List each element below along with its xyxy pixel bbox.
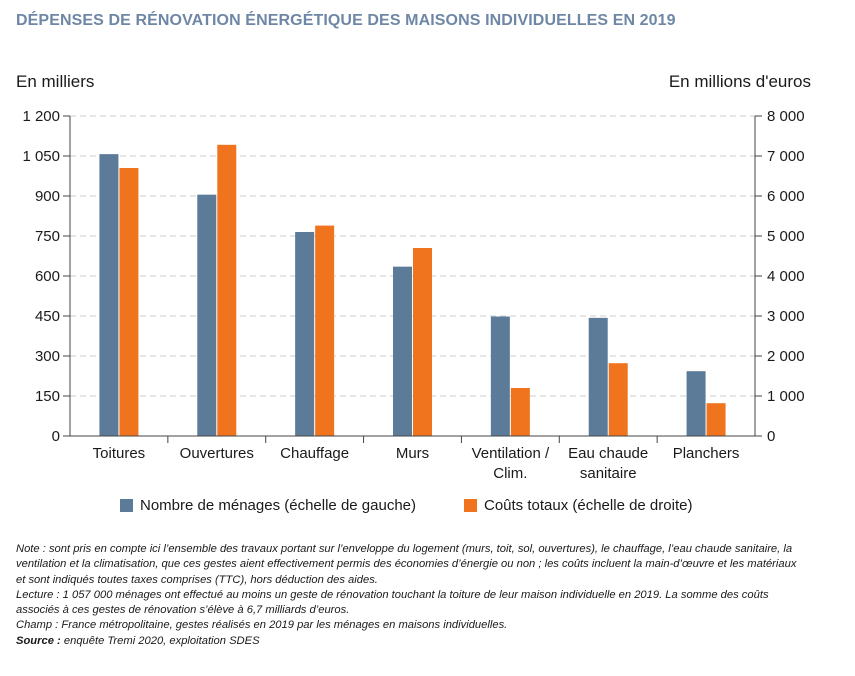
axes <box>69 116 756 443</box>
category-label: Ventilation / Clim. <box>472 445 550 482</box>
right-tick-label: 4 000 <box>767 268 805 285</box>
left-tick-label: 1 050 <box>22 148 60 165</box>
bar-costs <box>608 363 628 436</box>
right-tick-label: 3 000 <box>767 308 805 325</box>
bar-chart: 0 150 300 450 600 750 900 1 050 1 200 0 1 000 2 00… <box>22 108 805 482</box>
right-axis-ticks: 0 1 000 2 000 3 000 4 000 5 000 6 000 7 000 8 00… <box>755 108 805 445</box>
bar-costs <box>510 388 530 436</box>
source-label: Source : <box>16 634 61 647</box>
left-tick-label: 1 200 <box>22 108 60 125</box>
bar-costs <box>315 225 335 436</box>
legend-swatch-costs <box>464 499 477 512</box>
right-tick-label: 7 000 <box>767 148 805 165</box>
bar-costs <box>119 168 139 436</box>
bar-households <box>588 317 608 436</box>
left-tick-label: 450 <box>35 308 60 325</box>
category-label-line: Eau chaude <box>568 445 648 462</box>
category-label: Planchers <box>673 445 740 462</box>
bar-households <box>295 232 315 436</box>
source-line: Source : enquête Tremi 2020, exploitatio… <box>16 634 806 649</box>
left-tick-label: 0 <box>52 428 60 445</box>
category-label-line: sanitaire <box>580 465 637 482</box>
category-label: Murs <box>396 445 429 462</box>
right-tick-label: 0 <box>767 428 775 445</box>
right-tick-label: 2 000 <box>767 348 805 365</box>
category-label-line: Ouvertures <box>180 445 254 462</box>
bar-households <box>197 194 217 436</box>
bar-costs <box>413 248 432 436</box>
category-label: Ouvertures <box>180 445 254 462</box>
legend-label-households: Nombre de ménages (échelle de gauche) <box>140 497 416 514</box>
bar-households <box>99 154 119 436</box>
category-label: Eau chaude sanitaire <box>568 445 648 482</box>
gridlines <box>70 115 755 397</box>
legend-swatch-households <box>120 499 133 512</box>
left-tick-label: 750 <box>35 228 60 245</box>
bars <box>99 144 726 437</box>
category-label: Toitures <box>93 445 146 462</box>
category-label-line: Murs <box>396 445 429 462</box>
right-axis-label: En millions d'euros <box>668 72 811 91</box>
bar-costs <box>217 144 237 437</box>
category-label-line: Toitures <box>93 445 146 462</box>
note-text: Note : sont pris en compte ici l’ensembl… <box>16 543 797 586</box>
bar-households <box>490 316 510 436</box>
legend-item-costs: Coûts totaux (échelle de droite) <box>464 497 692 514</box>
bar-costs <box>706 403 726 436</box>
right-tick-label: 1 000 <box>767 388 805 405</box>
source-text: enquête Tremi 2020, exploitation SDES <box>60 634 260 647</box>
bar-households <box>686 371 706 436</box>
legend-item-households: Nombre de ménages (échelle de gauche) <box>120 497 416 514</box>
champ-text: Champ : France métropolitaine, gestes ré… <box>16 619 508 632</box>
category-labels: Toitures Ouvertures Chauffage Murs Ventilati… <box>93 445 740 482</box>
category-label-line: Chauffage <box>280 445 349 462</box>
left-tick-label: 900 <box>35 188 60 205</box>
left-tick-label: 300 <box>35 348 60 365</box>
left-axis-label: En milliers <box>16 72 95 91</box>
left-tick-label: 150 <box>35 388 60 405</box>
chart-title: DÉPENSES DE RÉNOVATION ÉNERGÉTIQUE DES M… <box>16 12 676 29</box>
legend-label-costs: Coûts totaux (échelle de droite) <box>484 497 693 514</box>
category-label: Chauffage <box>280 445 349 462</box>
right-tick-label: 6 000 <box>767 188 805 205</box>
category-label-line: Ventilation / <box>472 445 550 462</box>
bar-households <box>393 266 412 436</box>
lecture-text: Lecture : 1 057 000 ménages ont effectué… <box>16 588 769 617</box>
right-tick-label: 5 000 <box>767 228 805 245</box>
notes: Note : sont pris en compte ici l’ensembl… <box>16 542 806 649</box>
right-tick-label: 8 000 <box>767 108 805 125</box>
left-axis-ticks: 0 150 300 450 600 750 900 1 050 1 200 <box>22 108 70 445</box>
category-label-line: Planchers <box>673 445 740 462</box>
left-tick-label: 600 <box>35 268 60 285</box>
category-label-line: Clim. <box>493 465 527 482</box>
